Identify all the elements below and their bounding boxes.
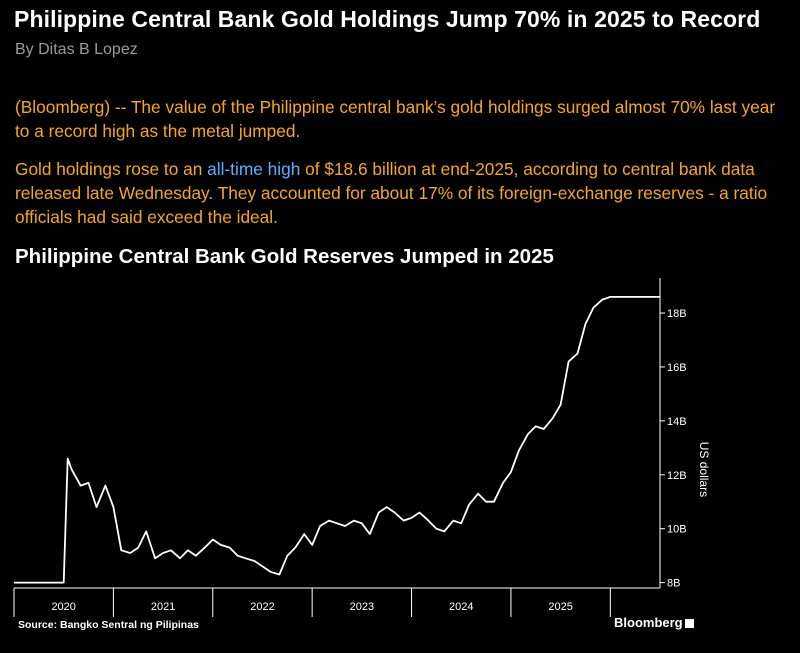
article-paragraph-1: (Bloomberg) -- The value of the Philippi… <box>15 97 776 141</box>
y-axis-label: US dollars <box>697 442 711 497</box>
brand-text: Bloomberg <box>614 615 683 630</box>
y-tick-label: 18B <box>667 308 687 320</box>
y-tick-label: 8B <box>667 578 680 590</box>
bloomberg-logo-icon <box>684 619 694 629</box>
paragraph-2-text-start: Gold holdings rose to an <box>15 159 208 179</box>
paragraph-2-text-end: of $18.6 billion at end-2025, according … <box>15 159 768 227</box>
chart-title: Philippine Central Bank Gold Reserves Ju… <box>15 245 554 268</box>
all-time-high-link[interactable]: all-time high <box>207 159 301 179</box>
x-tick-label: 2025 <box>548 601 572 613</box>
gold-reserves-line <box>14 295 660 584</box>
article-headline: Philippine Central Bank Gold Holdings Ju… <box>14 6 761 32</box>
chart-source: Source: Bangko Sentral ng Pilipinas <box>18 619 199 631</box>
x-tick-label: 2023 <box>350 601 374 613</box>
y-tick-label: 10B <box>667 524 687 536</box>
bloomberg-brand: Bloomberg <box>614 615 694 630</box>
y-tick-label: 12B <box>667 470 687 482</box>
gold-reserves-chart: 8B 10B 12B 14B 16B 18B US dollars 2020 2021 2022 2… <box>13 278 711 617</box>
y-tick-label: 16B <box>667 362 687 374</box>
byline: By Ditas B Lopez <box>15 41 138 58</box>
x-tick-label: 2022 <box>250 601 274 613</box>
y-tick-label: 14B <box>667 416 687 428</box>
x-tick-label: 2024 <box>449 601 473 613</box>
x-tick-label: 2020 <box>51 601 75 613</box>
article-paragraph-2: Gold holdings rose to an all-time high o… <box>15 157 785 229</box>
x-tick-label: 2021 <box>151 601 175 613</box>
